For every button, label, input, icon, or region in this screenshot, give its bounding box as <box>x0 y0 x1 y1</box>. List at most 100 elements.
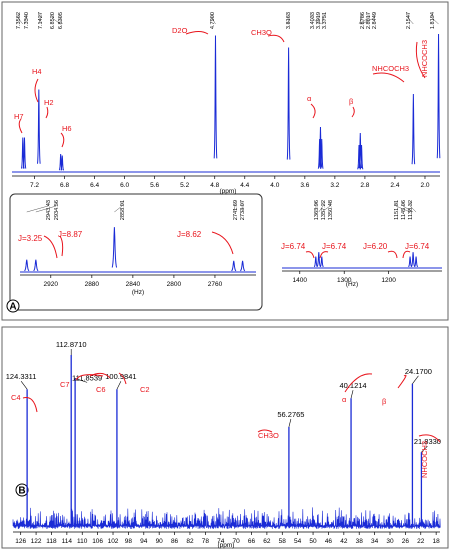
inset-1-axis-label: (Hz) <box>132 289 144 296</box>
in2-peak-4 <box>411 252 416 267</box>
h1-tick-label-8: 4.0 <box>270 182 279 189</box>
coupling-j674-a: J=6.74 <box>281 242 306 251</box>
h1-peak-leader-1 <box>24 14 27 25</box>
coupling-j862: J=8.62 <box>177 230 202 239</box>
in2-peak-leader-1 <box>318 202 324 213</box>
in1-tick-label-2: 2840 <box>126 281 141 288</box>
h1-tick-label-9: 3.6 <box>300 182 309 189</box>
h1-peak-leader-4 <box>59 14 63 25</box>
assign-ch3o-h1: CH3O <box>251 28 272 37</box>
h1-peak-13 <box>411 93 416 165</box>
h1-peak-4 <box>60 155 65 171</box>
assign-h6: H6 <box>62 124 72 133</box>
assign-nhcoch3-a: NHCOCH3 <box>372 64 409 73</box>
in1-peak-leader-4 <box>241 202 243 213</box>
h1-tick-label-11: 2.8 <box>360 182 369 189</box>
h1-peak-leader-7 <box>311 14 320 25</box>
h1-peak-leader-10 <box>358 14 363 25</box>
assign-alpha-c13: α <box>342 395 347 404</box>
assign-nhcoch3-c13: NHCOCH3 <box>420 441 429 478</box>
h1-peak-leader-6 <box>287 14 289 25</box>
in1-peak-3 <box>231 260 237 272</box>
h1-tick-label-0: 7.2 <box>30 182 39 189</box>
in2-peak-label-3: 1151.81 <box>394 200 400 220</box>
h1-peak-5 <box>213 35 218 159</box>
c13-peak-leader-6 <box>412 375 419 384</box>
h1-peak-12 <box>359 144 364 170</box>
panel-a-frame <box>1 1 449 321</box>
c13-tick-label-15: 66 <box>248 538 256 545</box>
assign-ch3o-c13: CH3O <box>258 431 279 440</box>
c13-tick-label-12: 78 <box>202 538 210 545</box>
h1-tick-label-7: 4.4 <box>240 182 249 189</box>
panel-b-badge <box>15 483 29 497</box>
h1-peak-leader-2 <box>38 14 41 25</box>
h1-spectrum: 7.2 6.8 6.4 6.0 5.6 5.2 4.8 4.4 4.0 3.6 3.2 2.8 2.4 2… <box>12 12 441 195</box>
in1-peak-0 <box>24 259 30 272</box>
in2-peak-leader-5 <box>409 202 417 213</box>
h1-tick-label-12: 2.4 <box>390 182 399 189</box>
in2-peak-leader-4 <box>402 202 414 213</box>
c13-peak-label-4: 56.2765 <box>277 410 304 419</box>
c13-peak-leader-0 <box>20 381 28 390</box>
c13-tick-label-25: 26 <box>402 538 410 545</box>
h1-peak-leader-14 <box>431 14 439 25</box>
in1-peak-label-1: 2934.56 <box>54 200 60 220</box>
in1-peak-4 <box>240 260 246 272</box>
h1-tick-label-5: 5.2 <box>180 182 189 189</box>
in1-peak-leader-1 <box>35 202 57 213</box>
h1-peak-label-13: 2.1547 <box>406 12 412 29</box>
panel-a-letter: A <box>9 302 16 313</box>
inset-2-axis-label: (Hz) <box>346 281 358 288</box>
c13-peak-leader-5 <box>350 390 354 399</box>
inset-2: 1400 1300 1200 1363.96 1357.22 1350.48 1151.8… <box>282 200 442 288</box>
coupling-j620: J=6.20 <box>363 242 388 251</box>
c13-assignments <box>22 372 441 443</box>
h1-peak-leader-13 <box>407 14 414 25</box>
c13-tick-label-14: 70 <box>232 538 240 545</box>
c13-tick-label-9: 90 <box>156 538 164 545</box>
in2-tick-label-2: 1200 <box>381 277 396 284</box>
c13-tick-label-8: 94 <box>140 538 148 545</box>
c13-tick-label-26: 22 <box>417 538 425 545</box>
h1-peak-label-9: 3.3751 <box>322 12 328 29</box>
in1-peak-label-2: 2858.01 <box>120 200 126 220</box>
h1-tick-label-13: 2.0 <box>420 182 429 189</box>
h1-peak-label-1: 7.3340 <box>24 12 30 29</box>
assign-c2: C2 <box>140 385 150 394</box>
in1-peak-label-4: 2733.07 <box>240 200 246 220</box>
h1-tick-label-2: 6.4 <box>90 182 99 189</box>
assign-h2: H2 <box>44 98 54 107</box>
h1-tick-label-1: 6.8 <box>60 182 69 189</box>
c13-tick-label-2: 118 <box>46 538 57 545</box>
h1-peak-label-7: 3.4033 <box>310 12 316 29</box>
in1-tick-label-1: 2880 <box>85 281 100 288</box>
inset-1-couplings <box>43 231 234 259</box>
coupling-j674-b: J=6.74 <box>322 242 347 251</box>
h1-assignments <box>18 31 426 148</box>
in2-peak-2 <box>319 256 324 268</box>
c13-tick-label-3: 114 <box>62 538 73 545</box>
c13-peak-label-2: 111.8539 <box>72 373 102 382</box>
c13-peak-label-0: 124.3311 <box>6 372 37 381</box>
h1-peak-label-2: 7.1427 <box>38 12 44 29</box>
h1-peak-label-6: 3.8163 <box>286 12 292 29</box>
c13-tick-label-24: 30 <box>386 538 394 545</box>
h1-peak-10 <box>357 144 361 170</box>
h1-peak-leader-3 <box>51 14 61 25</box>
in1-peak-label-0: 2943.43 <box>46 200 52 220</box>
coupling-j674-c: J=6.74 <box>405 242 430 251</box>
c13-noise-baseline <box>12 507 441 530</box>
in1-peak-2 <box>111 227 118 268</box>
coupling-j325: J=3.25 <box>18 234 43 243</box>
h1-peak-leader-12 <box>361 14 375 25</box>
h1-tick-label-10: 3.2 <box>330 182 339 189</box>
assign-c4: C4 <box>11 393 21 402</box>
c13-tick-label-7: 98 <box>125 538 133 545</box>
h1-tick-label-3: 6.0 <box>120 182 129 189</box>
c13-tick-label-5: 106 <box>92 538 103 545</box>
h1-peak-leader-11 <box>360 14 369 25</box>
in1-tick-label-0: 2920 <box>44 281 59 288</box>
inset-2-couplings <box>305 250 411 259</box>
